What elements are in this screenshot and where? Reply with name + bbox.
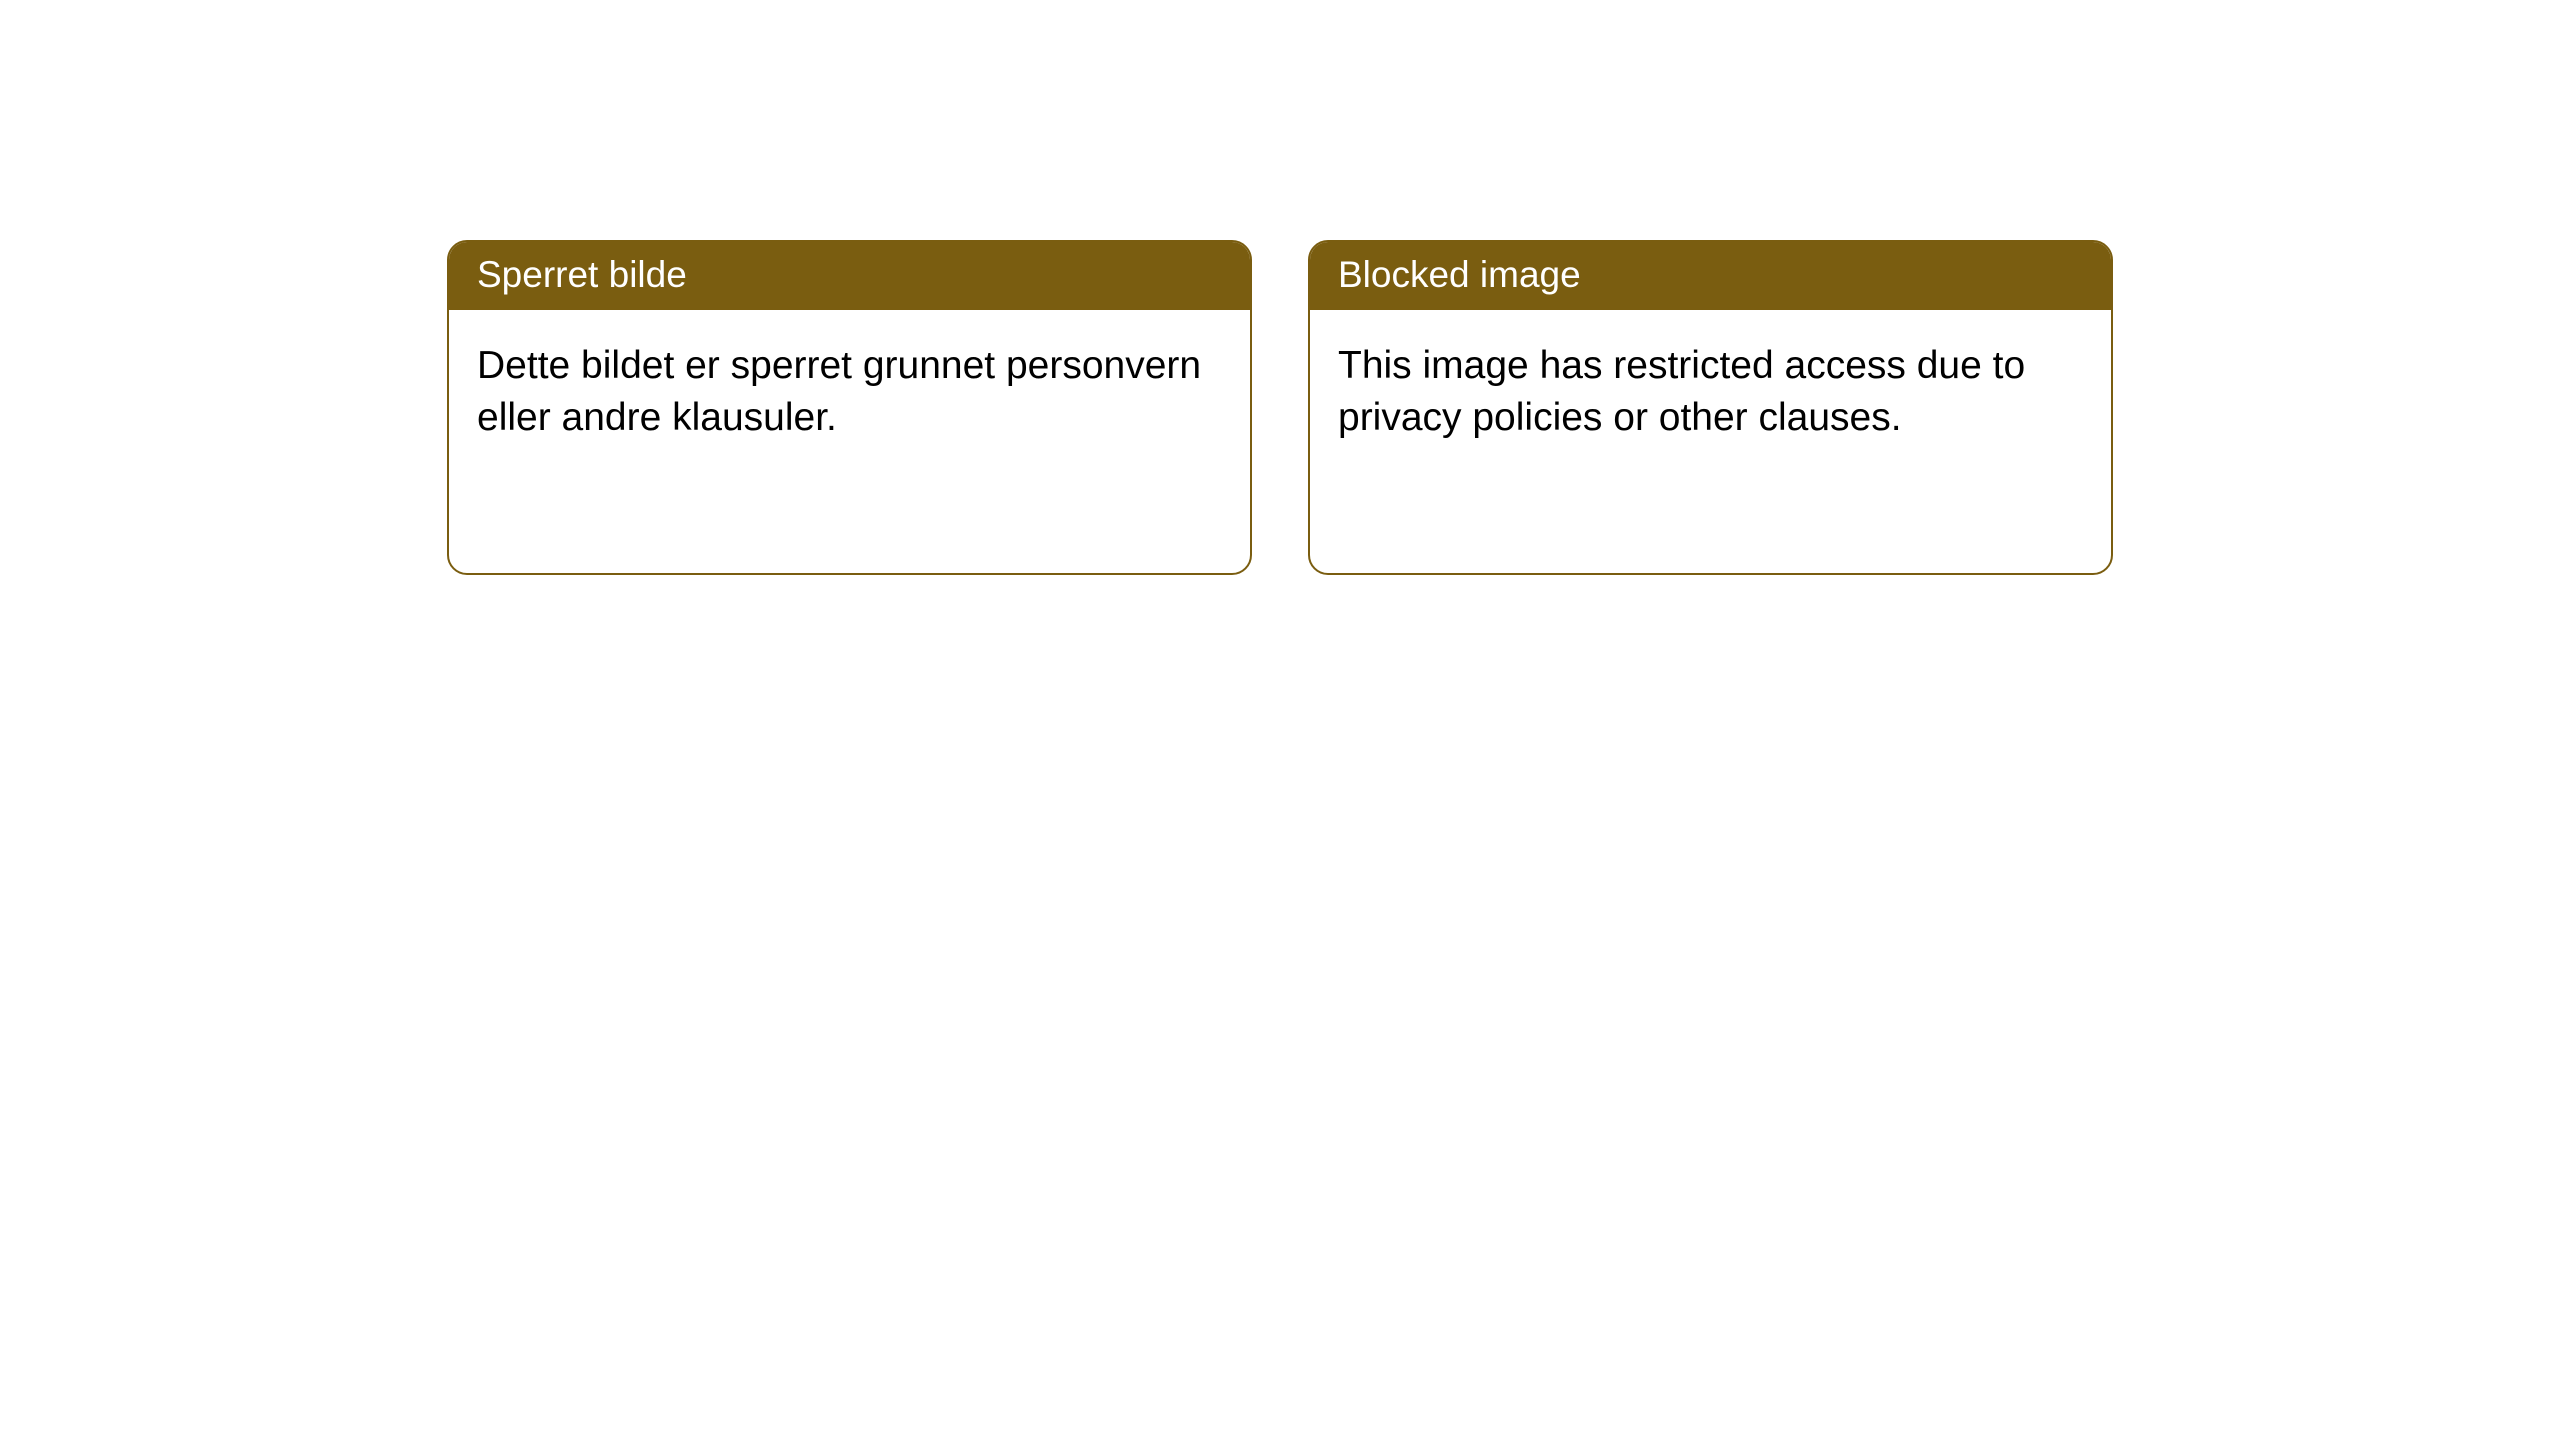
card-header: Blocked image xyxy=(1310,242,2111,310)
card-body: Dette bildet er sperret grunnet personve… xyxy=(449,310,1250,473)
card-body-text: This image has restricted access due to … xyxy=(1338,344,2025,438)
card-header: Sperret bilde xyxy=(449,242,1250,310)
cards-container: Sperret bilde Dette bildet er sperret gr… xyxy=(447,240,2560,575)
card-body: This image has restricted access due to … xyxy=(1310,310,2111,473)
card-title: Sperret bilde xyxy=(477,254,687,295)
card-body-text: Dette bildet er sperret grunnet personve… xyxy=(477,344,1201,438)
blocked-image-card-no: Sperret bilde Dette bildet er sperret gr… xyxy=(447,240,1252,575)
blocked-image-card-en: Blocked image This image has restricted … xyxy=(1308,240,2113,575)
card-title: Blocked image xyxy=(1338,254,1581,295)
